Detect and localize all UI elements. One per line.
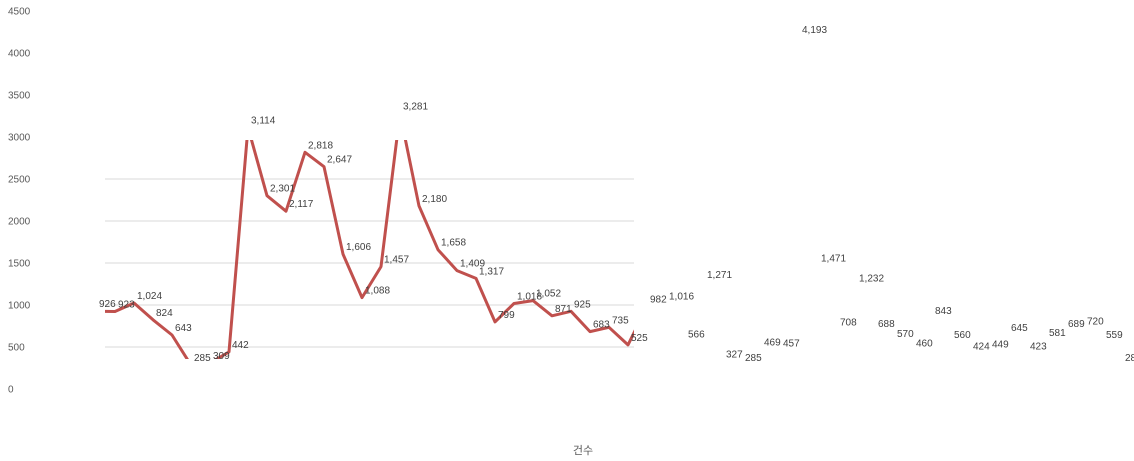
- y-tick-label: 2500: [8, 175, 31, 186]
- data-label: 3,114: [251, 115, 276, 126]
- data-label: 327: [726, 350, 743, 361]
- series-line: [105, 140, 634, 359]
- data-label: 1,317: [479, 266, 504, 277]
- data-label: 1,018: [517, 291, 542, 302]
- data-label: 683: [593, 320, 610, 331]
- data-label: 720: [1087, 317, 1104, 328]
- data-label: 735: [612, 315, 629, 326]
- data-label: 457: [783, 339, 800, 350]
- data-label: 570: [897, 329, 914, 340]
- data-label: 2,301: [270, 184, 295, 195]
- data-label: 2,180: [422, 194, 447, 205]
- data-label: 2,117: [289, 199, 314, 210]
- data-label: 923: [118, 299, 135, 310]
- data-label: 442: [232, 340, 249, 351]
- data-label: 688: [878, 319, 895, 330]
- data-label: 1,409: [460, 259, 485, 270]
- x-axis-label: 건수: [573, 444, 593, 457]
- data-label: 525: [631, 333, 648, 344]
- data-label: 469: [764, 338, 781, 349]
- data-label: 1,658: [441, 238, 466, 249]
- data-label: 1,271: [707, 270, 732, 281]
- data-label: 982: [650, 295, 667, 306]
- y-tick-label: 500: [8, 343, 25, 354]
- data-label: 2,818: [308, 140, 333, 151]
- data-label: 871: [555, 304, 572, 315]
- data-label: 559: [1106, 330, 1123, 341]
- data-label: 689: [1068, 319, 1085, 330]
- data-label: 566: [688, 329, 705, 340]
- data-label: 1,471: [821, 253, 846, 264]
- data-label: 1,052: [536, 289, 561, 300]
- data-label: 1,457: [384, 255, 409, 266]
- data-label: 287: [1125, 353, 1134, 364]
- data-label: 309: [213, 351, 230, 362]
- data-label: 449: [992, 339, 1009, 350]
- data-label: 645: [1011, 323, 1028, 334]
- data-label: 424: [973, 341, 990, 352]
- data-label: 581: [1049, 328, 1066, 339]
- data-label: 925: [574, 299, 591, 310]
- data-label: 799: [498, 310, 515, 321]
- y-tick-label: 4500: [8, 7, 31, 18]
- y-tick-label: 0: [8, 385, 14, 396]
- data-label: 708: [840, 318, 857, 329]
- data-label: 2,647: [327, 155, 352, 166]
- data-label: 4,193: [802, 25, 827, 36]
- y-axis-ticks: 0 500 1000 1500 2000 2500 3000 3500 4000 4500: [8, 7, 31, 396]
- data-label: 3,281: [403, 101, 428, 112]
- y-tick-label: 1000: [8, 301, 31, 312]
- data-label: 285: [745, 353, 762, 364]
- gridlines: [105, 178, 634, 348]
- plot-area: [105, 140, 634, 359]
- data-label: 824: [156, 308, 173, 319]
- data-label: 843: [935, 306, 952, 317]
- data-label: 560: [954, 330, 971, 341]
- y-tick-label: 4000: [8, 49, 31, 60]
- data-label: 1,606: [346, 242, 371, 253]
- data-label: 1,232: [859, 274, 884, 285]
- y-tick-label: 3500: [8, 91, 31, 102]
- data-label: 643: [175, 323, 192, 334]
- y-tick-label: 1500: [8, 259, 31, 270]
- data-label: 285: [194, 353, 211, 364]
- y-tick-label: 2000: [8, 217, 31, 228]
- y-tick-label: 3000: [8, 133, 31, 144]
- data-label: 1,016: [669, 292, 694, 303]
- data-label: 1,088: [365, 286, 390, 297]
- data-label: 460: [916, 338, 933, 349]
- data-label: 926: [99, 299, 116, 310]
- data-label: 423: [1030, 341, 1047, 352]
- data-label: 1,024: [137, 291, 162, 302]
